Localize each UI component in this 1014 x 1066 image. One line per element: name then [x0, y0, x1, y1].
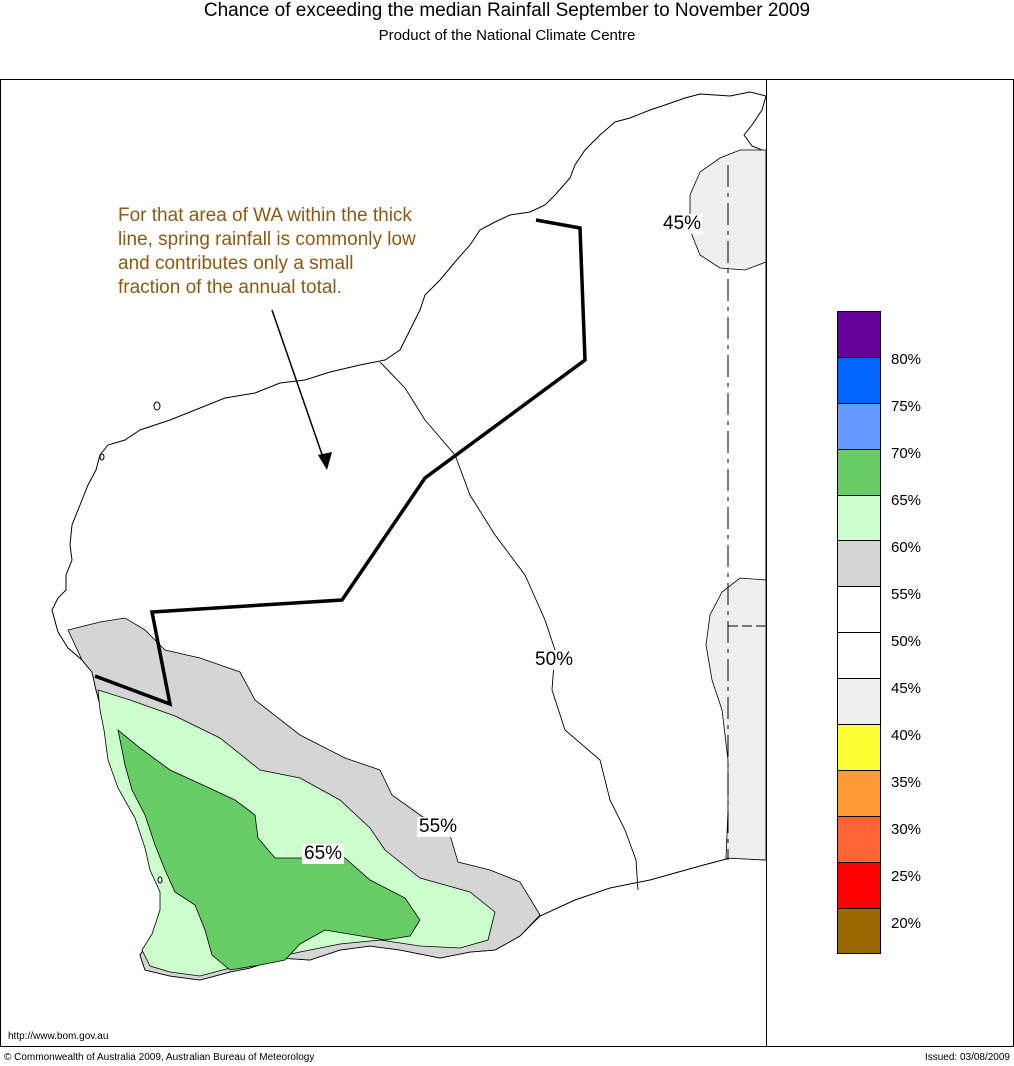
legend-label: 45% — [891, 680, 922, 697]
island — [157, 876, 163, 884]
legend-label: 70% — [891, 445, 922, 462]
island — [153, 401, 161, 411]
legend-colorbar — [837, 311, 881, 955]
legend-swatch — [837, 724, 881, 771]
legend-label: 65% — [891, 492, 922, 509]
legend-swatch — [837, 678, 881, 726]
map-title: Chance of exceeding the median Rainfall … — [203, 0, 811, 21]
contour-label-55: 55% — [417, 816, 460, 837]
legend-swatch — [837, 311, 881, 358]
rainfall-map — [51, 91, 766, 981]
contour-label-50: 50% — [533, 649, 576, 670]
contour-50 — [379, 361, 639, 891]
legend-swatch — [837, 540, 881, 588]
source-url: http://www.bom.gov.au — [8, 1031, 109, 1042]
legend-label: 35% — [891, 774, 922, 791]
island — [99, 453, 105, 461]
legend-swatch — [837, 632, 881, 680]
legend-label: 20% — [891, 915, 922, 932]
legend-label: 50% — [891, 633, 922, 650]
legend-swatch — [837, 356, 881, 404]
legend-swatch — [837, 586, 881, 634]
contour-label-45: 45% — [661, 213, 704, 234]
legend-label: 80% — [891, 351, 922, 368]
map-subtitle: Product of the National Climate Centre — [378, 27, 636, 44]
legend-swatch — [837, 448, 881, 496]
annotation-text: For that area of WA within the thick lin… — [118, 205, 416, 298]
legend-swatch — [837, 907, 881, 955]
contour-label-65: 65% — [302, 843, 345, 864]
legend-label: 55% — [891, 586, 922, 603]
legend-swatch — [837, 402, 881, 450]
panel-divider — [766, 79, 767, 1047]
legend-swatch — [837, 815, 881, 863]
annotation-arrow-shaft — [271, 309, 327, 467]
legend-swatch — [837, 769, 881, 817]
thick-boundary-line — [94, 218, 587, 707]
band-40-45-east — [705, 577, 766, 861]
copyright-notice: © Commonwealth of Australia 2009, Austra… — [4, 1052, 315, 1063]
legend-label: 30% — [891, 821, 922, 838]
legend-swatch — [837, 494, 881, 542]
legend-label: 75% — [891, 398, 922, 415]
legend-label: 60% — [891, 539, 922, 556]
annotation-arrow-head — [318, 452, 332, 470]
band-65-70 — [117, 728, 421, 971]
legend-swatch — [837, 861, 881, 909]
legend-label: 40% — [891, 727, 922, 744]
issued-date: Issued: 03/08/2009 — [924, 1052, 1010, 1063]
legend-label: 25% — [891, 868, 922, 885]
